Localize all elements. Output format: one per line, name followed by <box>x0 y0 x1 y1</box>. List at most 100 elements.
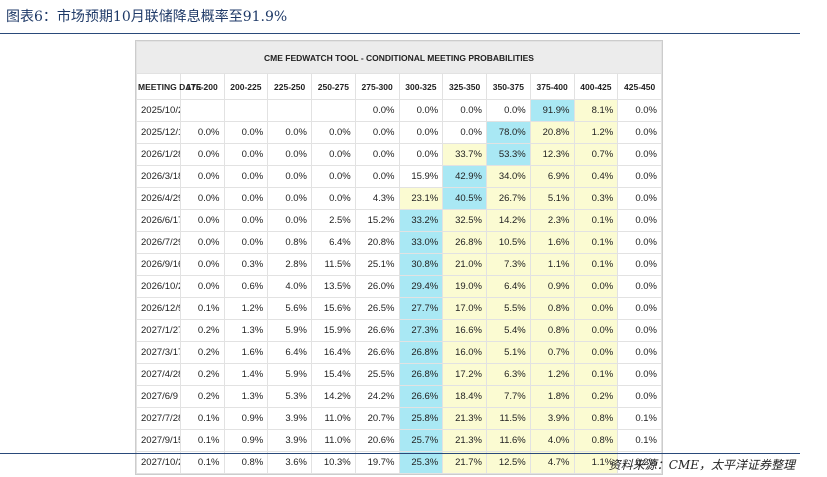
table-row: 2026/12/9 0.1% 1.2% 5.6% 15.6% 26.5% 27.7% 17.0… <box>136 297 662 320</box>
meeting-date: 2026/6/17 <box>136 209 181 232</box>
probability-cell: 1.2% <box>529 363 575 386</box>
meeting-date: 2026/4/29 <box>136 187 181 210</box>
probability-cell: 0.0% <box>573 341 619 364</box>
meeting-date: 2025/12/10 <box>136 121 181 144</box>
probability-cell: 1.6% <box>529 231 575 254</box>
probability-cell: 25.1% <box>354 253 400 276</box>
probability-cell: 26.8% <box>442 231 487 254</box>
probability-cell: 0.1% <box>573 363 619 386</box>
probability-cell: 1.6% <box>223 341 269 364</box>
probability-cell: 0.0% <box>573 319 619 342</box>
probability-cell: 25.5% <box>354 363 400 386</box>
meeting-date: 2026/1/28 <box>136 143 181 166</box>
probability-cell: 0.0% <box>267 209 312 232</box>
probability-cell: 0.0% <box>617 121 662 144</box>
probability-cell: 0.0% <box>267 143 312 166</box>
probability-cell: 10.3% <box>311 451 356 474</box>
probability-cell: 0.0% <box>442 99 487 122</box>
column-header: 400-425 <box>573 73 619 100</box>
column-header: 175-200 <box>179 73 225 100</box>
probability-cell: 5.3% <box>267 385 312 408</box>
probability-cell <box>223 99 269 122</box>
probability-cell: 0.0% <box>179 275 225 298</box>
probability-cell: 1.2% <box>573 121 619 144</box>
table-row: 2027/9/15 0.1% 0.9% 3.9% 11.0% 20.6% 25.7% 21.3… <box>136 429 662 452</box>
probability-cell: 33.2% <box>398 209 444 232</box>
probability-cell: 0.8% <box>573 429 619 452</box>
meeting-date: 2027/6/9 <box>136 385 181 408</box>
probability-cell: 3.9% <box>529 407 575 430</box>
probability-cell: 0.0% <box>223 143 269 166</box>
probability-cell: 0.0% <box>179 165 225 188</box>
probability-cell: 0.0% <box>354 165 400 188</box>
probability-cell <box>267 99 312 122</box>
meeting-date: 2027/7/28 <box>136 407 181 430</box>
probability-cell: 0.1% <box>573 209 619 232</box>
table-row: 2026/4/29 0.0% 0.0% 0.0% 0.0% 4.3% 23.1% 40.5% 2… <box>136 187 662 210</box>
top-rule <box>0 33 800 34</box>
probability-cell: 53.3% <box>486 143 531 166</box>
table-title: CME FEDWATCH TOOL - CONDITIONAL MEETING … <box>136 41 662 74</box>
figure-title: 图表6：市场预期10月联储降息概率至91.9% <box>6 9 288 25</box>
probability-cell: 0.1% <box>179 429 225 452</box>
probability-cell: 15.6% <box>311 297 356 320</box>
probability-cell: 0.9% <box>529 275 575 298</box>
probability-cell: 6.4% <box>311 231 356 254</box>
meeting-date: 2027/9/15 <box>136 429 181 452</box>
table-row: 2027/4/28 0.2% 1.4% 5.9% 15.4% 25.5% 26.8% 17.2… <box>136 363 662 386</box>
probability-cell: 91.9% <box>529 99 575 122</box>
probability-cell <box>311 99 356 122</box>
probability-cell: 21.3% <box>442 429 487 452</box>
probability-cell: 0.0% <box>617 275 662 298</box>
meeting-date: 2026/9/16 <box>136 253 181 276</box>
probability-cell: 0.0% <box>573 297 619 320</box>
probability-cell: 26.0% <box>354 275 400 298</box>
table-row: 2026/10/280.0%0.6%4.0%13.5%26.0%29.4%19.… <box>136 275 662 298</box>
table-row: 2026/3/18 0.0% 0.0% 0.0% 0.0% 0.0% 15.9% 42.9% 3… <box>136 165 662 188</box>
probability-cell: 0.0% <box>179 121 225 144</box>
probability-cell: 15.9% <box>398 165 444 188</box>
probability-cell: 11.0% <box>311 429 356 452</box>
probability-cell: 32.5% <box>442 209 487 232</box>
table-row: 2026/9/16 0.0% 0.3% 2.8% 11.5% 25.1% 30.8% 21.0… <box>136 253 662 276</box>
probability-cell: 0.0% <box>267 187 312 210</box>
meeting-date: 2027/1/27 <box>136 319 181 342</box>
column-header: MEETING DATE <box>136 73 202 100</box>
probability-cell: 0.1% <box>179 451 225 474</box>
probability-cell: 16.4% <box>311 341 356 364</box>
probability-cell: 0.0% <box>179 231 225 254</box>
probability-cell: 3.9% <box>267 407 312 430</box>
probability-cell: 0.1% <box>573 253 619 276</box>
probability-cell: 26.8% <box>398 341 444 364</box>
table-row: 2027/6/9 0.2% 1.3% 5.3% 14.2% 24.2% 26.6% 18.4%… <box>136 385 662 408</box>
probability-cell: 0.1% <box>573 231 619 254</box>
probability-cell: 0.0% <box>617 297 662 320</box>
probability-cell: 0.0% <box>179 187 225 210</box>
probability-cell: 0.1% <box>179 297 225 320</box>
probability-cell: 0.8% <box>573 407 619 430</box>
probability-cell: 12.3% <box>529 143 575 166</box>
meeting-date: 2026/7/29 <box>136 231 181 254</box>
probability-cell: 10.5% <box>486 231 531 254</box>
probability-cell: 0.0% <box>617 143 662 166</box>
probability-cell: 33.0% <box>398 231 444 254</box>
probability-cell: 5.6% <box>267 297 312 320</box>
probability-cell: 0.0% <box>617 99 662 122</box>
table-row: 2027/7/28 0.1% 0.9% 3.9% 11.0% 20.7% 25.8% 21.3… <box>136 407 662 430</box>
probability-cell: 5.4% <box>486 319 531 342</box>
table-row: 2027/3/17 0.2% 1.6% 6.4% 16.4% 26.6% 26.8% 16.0… <box>136 341 662 364</box>
probability-cell: 0.0% <box>311 121 356 144</box>
probability-cell: 1.2% <box>223 297 269 320</box>
table-row: 2026/7/29 0.0% 0.0% 0.8% 6.4% 20.8% 33.0% 26.8%… <box>136 231 662 254</box>
table-row: 2025/12/100.0%0.0%0.0%0.0%0.0%0.0%0.0%78… <box>136 121 662 144</box>
table-row: 2027/1/27 0.2% 1.3% 5.9% 15.9% 26.6% 27.3% 16.6… <box>136 319 662 342</box>
probability-cell: 40.5% <box>442 187 487 210</box>
probability-cell: 0.6% <box>223 275 269 298</box>
probability-cell: 3.6% <box>267 451 312 474</box>
probability-cell: 26.6% <box>398 385 444 408</box>
probability-cell: 4.0% <box>529 429 575 452</box>
probability-cell: 0.0% <box>179 253 225 276</box>
probability-cell: 0.2% <box>179 385 225 408</box>
column-header: 225-250 <box>267 73 312 100</box>
